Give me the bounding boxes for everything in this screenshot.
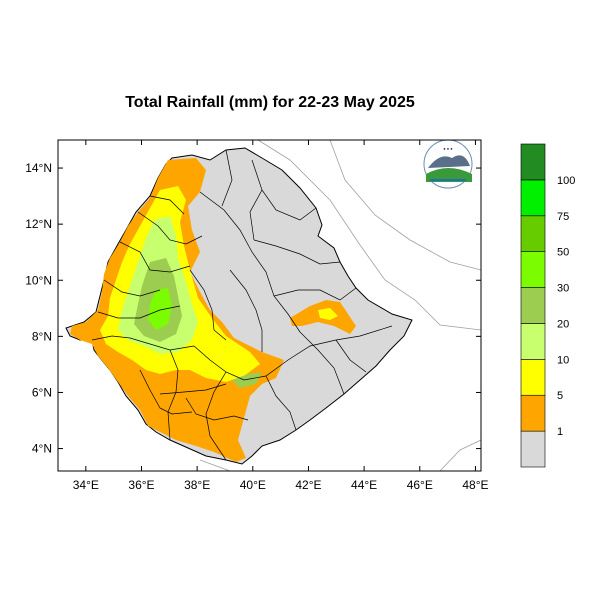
legend-swatch <box>520 251 546 288</box>
y-tick-label: 8°N <box>32 329 52 343</box>
y-tick-label: 14°N <box>25 161 52 175</box>
legend-swatch <box>520 215 546 252</box>
y-tick-label: 6°N <box>32 385 52 399</box>
x-tick-label: 40°E <box>240 478 266 492</box>
legend-label: 50 <box>557 247 569 259</box>
legend-label: 100 <box>557 175 575 187</box>
legend-label: 1 <box>557 426 563 438</box>
x-tick-label: 34°E <box>73 478 99 492</box>
x-tick-label: 46°E <box>407 478 433 492</box>
legend-colorbar: 1 5 10 20 30 50 75 100 <box>520 143 575 468</box>
legend-swatch <box>520 394 546 432</box>
y-axis: 14°N 12°N 10°N 8°N 6°N 4°N <box>25 161 481 456</box>
admin-boundaries <box>91 149 393 461</box>
rain-zone-rift-green <box>232 372 262 388</box>
x-tick-label: 48°E <box>462 478 488 492</box>
x-tick-label: 36°E <box>128 478 154 492</box>
rain-zone-west-bright <box>148 288 172 330</box>
x-tick-label: 42°E <box>295 478 321 492</box>
x-axis: 34°E 36°E 38°E 40°E 42°E 44°E 46°E 48°E <box>73 140 489 492</box>
legend-swatch <box>520 143 546 181</box>
legend-label: 20 <box>557 318 569 330</box>
y-tick-label: 10°N <box>25 273 52 287</box>
map-title: Total Rainfall (mm) for 22-23 May 2025 <box>125 94 415 111</box>
rainfall-shading <box>70 158 356 462</box>
plot-frame <box>57 139 482 472</box>
neighbor-borders <box>199 139 482 472</box>
rain-zone-east-yellow <box>318 308 338 320</box>
legend-label: 75 <box>557 211 569 223</box>
legend-swatch <box>520 359 546 396</box>
x-tick-label: 44°E <box>351 478 377 492</box>
legend-swatch <box>520 430 546 468</box>
svg-text:● ● ●: ● ● ● <box>443 146 453 151</box>
legend-label: 10 <box>557 354 569 366</box>
legend-label: 30 <box>557 283 569 295</box>
legend-swatch <box>520 323 546 360</box>
ethiopian-meteorology-institute-logo: ● ● ● <box>423 139 473 189</box>
legend-label: 5 <box>557 390 563 402</box>
y-tick-label: 12°N <box>25 217 52 231</box>
legend-swatch <box>520 179 546 217</box>
y-tick-label: 4°N <box>32 442 52 456</box>
legend-swatch <box>520 287 546 324</box>
x-tick-label: 38°E <box>184 478 210 492</box>
